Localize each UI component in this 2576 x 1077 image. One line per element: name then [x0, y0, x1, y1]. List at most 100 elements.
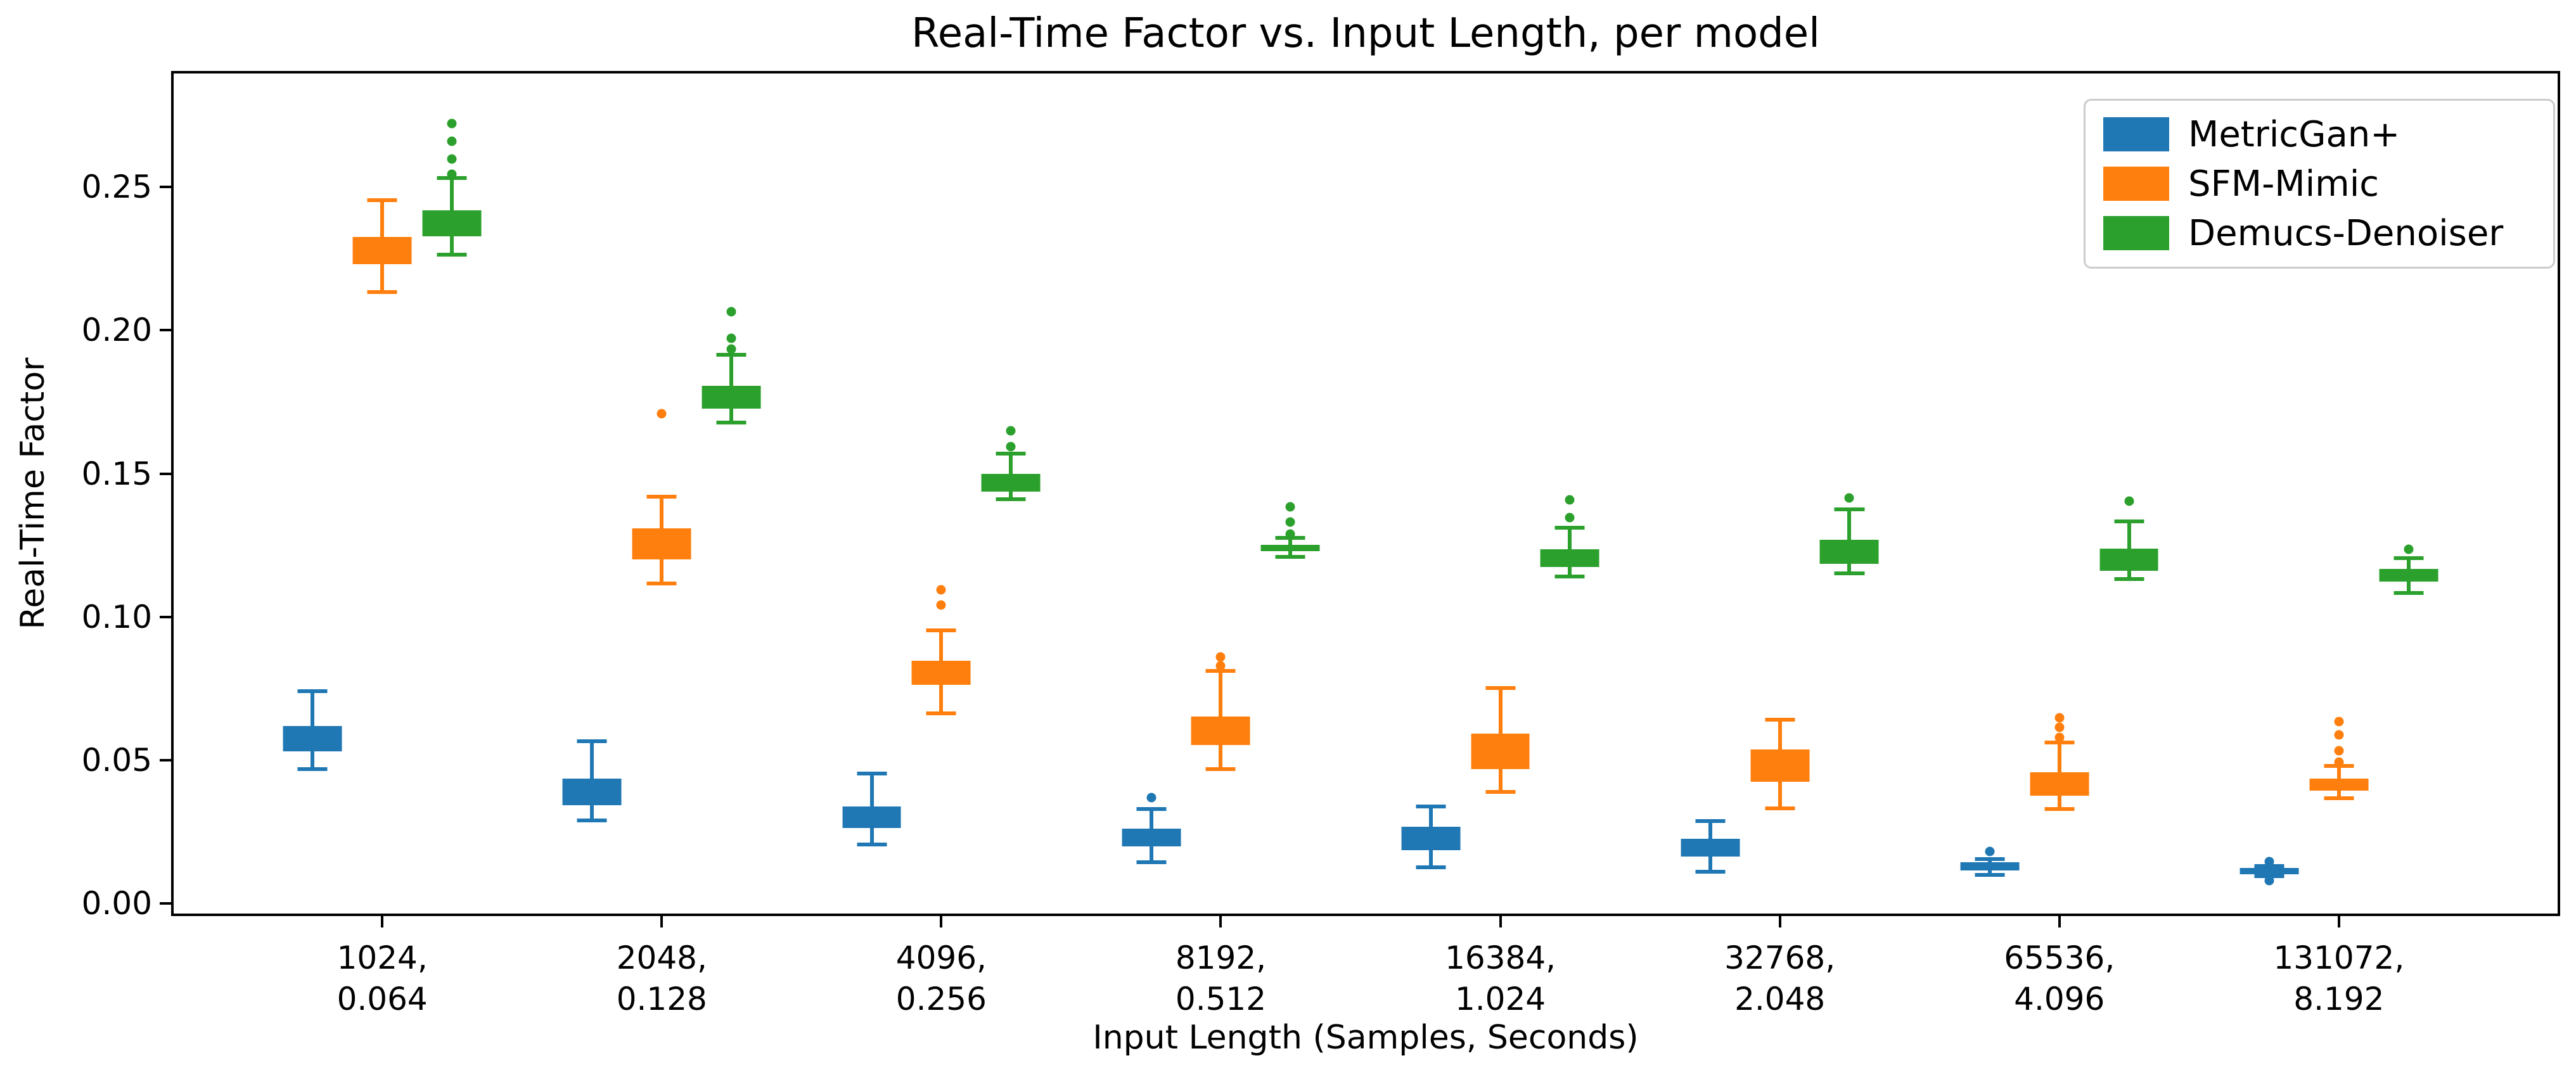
box-demucs-denoiser-131072: [2379, 569, 2438, 582]
upper-cap-metricgan--65536: [1975, 857, 2005, 862]
y-tick-mark: [160, 186, 171, 189]
lower-cap-metricgan--4096: [856, 842, 887, 846]
box-demucs-denoiser-16384: [1540, 549, 1599, 568]
upper-cap-sfm-mimic-1024: [367, 198, 397, 203]
upper-cap-metricgan--8192: [1136, 806, 1167, 811]
legend: MetricGan+ SFM-Mimic Demucs-Denoiser: [2084, 99, 2555, 269]
outlier-metricgan--131072: [2264, 857, 2274, 867]
y-tick-label: 0.20: [81, 312, 152, 349]
legend-row: MetricGan+: [2103, 114, 2535, 155]
outlier-demucs-denoiser-8192: [1285, 529, 1295, 539]
box-demucs-denoiser-4096: [981, 473, 1041, 492]
box-demucs-denoiser-32768: [1820, 539, 1879, 564]
outlier-sfm-mimic-65536: [2054, 713, 2065, 723]
legend-label: MetricGan+: [2188, 113, 2400, 155]
upper-cap-sfm-mimic-65536: [2044, 740, 2075, 744]
y-tick-label: 0.05: [81, 741, 152, 779]
x-tick-label: 4096, 0.256: [895, 940, 987, 1017]
x-tick-label: 32768, 2.048: [1724, 940, 1836, 1017]
y-tick-mark: [160, 472, 171, 475]
y-tick-mark: [160, 758, 171, 762]
lower-cap-sfm-mimic-131072: [2324, 796, 2354, 801]
upper-cap-metricgan--16384: [1416, 805, 1446, 809]
box-metricgan--16384: [1401, 826, 1461, 851]
box-metricgan--65536: [1960, 862, 2020, 870]
legend-label: SFM-Mimic: [2188, 163, 2380, 205]
upper-cap-demucs-denoiser-4096: [996, 451, 1026, 456]
outlier-metricgan--65536: [1985, 846, 1995, 857]
upper-cap-demucs-denoiser-16384: [1554, 525, 1585, 530]
lower-cap-metricgan--32768: [1695, 870, 1726, 874]
upper-cap-metricgan--1024: [297, 689, 328, 694]
upper-cap-metricgan--4096: [856, 772, 887, 776]
upper-cap-demucs-denoiser-131072: [2393, 556, 2424, 560]
outlier-sfm-mimic-8192: [1215, 652, 1226, 662]
box-demucs-denoiser-65536: [2099, 548, 2159, 571]
upper-cap-demucs-denoiser-32768: [1834, 507, 1864, 512]
lower-cap-metricgan--65536: [1975, 872, 2005, 877]
box-sfm-mimic-8192: [1191, 717, 1250, 745]
x-tick-mark: [1499, 916, 1502, 927]
box-sfm-mimic-32768: [1750, 749, 1810, 782]
outlier-sfm-mimic-4096: [936, 585, 946, 595]
outlier-demucs-denoiser-2048: [726, 307, 736, 317]
outlier-sfm-mimic-65536: [2054, 732, 2065, 742]
outlier-sfm-mimic-131072: [2334, 746, 2344, 756]
outlier-demucs-denoiser-8192: [1285, 517, 1295, 527]
lower-cap-metricgan--2048: [577, 818, 607, 822]
box-sfm-mimic-65536: [2030, 772, 2089, 796]
lower-cap-sfm-mimic-8192: [1205, 767, 1236, 772]
outlier-demucs-denoiser-2048: [726, 344, 736, 354]
x-tick-label: 8192, 0.512: [1175, 940, 1267, 1017]
legend-swatch-icon: [2103, 117, 2169, 151]
y-tick-label: 0.00: [81, 885, 152, 922]
outlier-demucs-denoiser-1024: [447, 154, 457, 164]
outlier-demucs-denoiser-32768: [1844, 493, 1854, 503]
upper-cap-metricgan--2048: [577, 739, 607, 743]
legend-swatch-icon: [2103, 167, 2169, 201]
legend-swatch-icon: [2103, 216, 2169, 250]
box-demucs-denoiser-8192: [1260, 544, 1320, 551]
upper-cap-metricgan--32768: [1695, 819, 1726, 823]
lower-cap-metricgan--16384: [1416, 865, 1446, 869]
x-tick-mark: [1778, 916, 1781, 927]
outlier-demucs-denoiser-1024: [447, 136, 457, 146]
outlier-demucs-denoiser-16384: [1565, 495, 1575, 505]
upper-cap-sfm-mimic-8192: [1205, 669, 1236, 673]
outlier-sfm-mimic-131072: [2334, 717, 2344, 727]
lower-cap-demucs-denoiser-65536: [2114, 577, 2144, 582]
outlier-demucs-denoiser-1024: [447, 118, 457, 129]
outlier-sfm-mimic-65536: [2054, 722, 2065, 732]
box-sfm-mimic-2048: [632, 528, 691, 560]
x-tick-label: 16384, 1.024: [1445, 940, 1556, 1017]
lower-cap-demucs-denoiser-4096: [996, 497, 1026, 502]
x-tick-label: 2048, 0.128: [616, 940, 707, 1017]
lower-cap-sfm-mimic-2048: [646, 582, 677, 586]
x-tick-label: 65536, 4.096: [2004, 940, 2115, 1017]
lower-cap-demucs-denoiser-1024: [437, 252, 467, 257]
box-metricgan--1024: [283, 725, 342, 752]
box-metricgan--8192: [1122, 829, 1181, 846]
outlier-sfm-mimic-8192: [1215, 661, 1226, 671]
upper-cap-sfm-mimic-4096: [926, 628, 956, 633]
box-metricgan--2048: [562, 779, 622, 805]
upper-cap-metricgan--131072: [2254, 864, 2284, 869]
box-metricgan--131072: [2240, 867, 2299, 875]
lower-cap-sfm-mimic-32768: [1765, 806, 1795, 810]
outlier-demucs-denoiser-4096: [1006, 426, 1016, 436]
lower-cap-sfm-mimic-16384: [1485, 790, 1516, 794]
lower-cap-demucs-denoiser-8192: [1275, 555, 1305, 559]
y-axis-label: Real-Time Factor: [14, 357, 52, 630]
lower-cap-metricgan--1024: [297, 767, 328, 771]
y-tick-label: 0.15: [81, 455, 152, 492]
outlier-demucs-denoiser-131072: [2404, 544, 2414, 554]
lower-cap-metricgan--8192: [1136, 860, 1167, 864]
upper-cap-demucs-denoiser-2048: [716, 352, 747, 357]
box-metricgan--4096: [842, 806, 901, 828]
y-tick-label: 0.10: [81, 598, 152, 635]
plot-area: 0.00 0.05 0.10 0.15 0.20 0.25 1024, 0.064 2048,…: [82, 71, 2560, 1017]
lower-cap-demucs-denoiser-2048: [716, 421, 747, 425]
outlier-metricgan--131072: [2264, 876, 2274, 886]
outlier-demucs-denoiser-16384: [1565, 513, 1575, 523]
